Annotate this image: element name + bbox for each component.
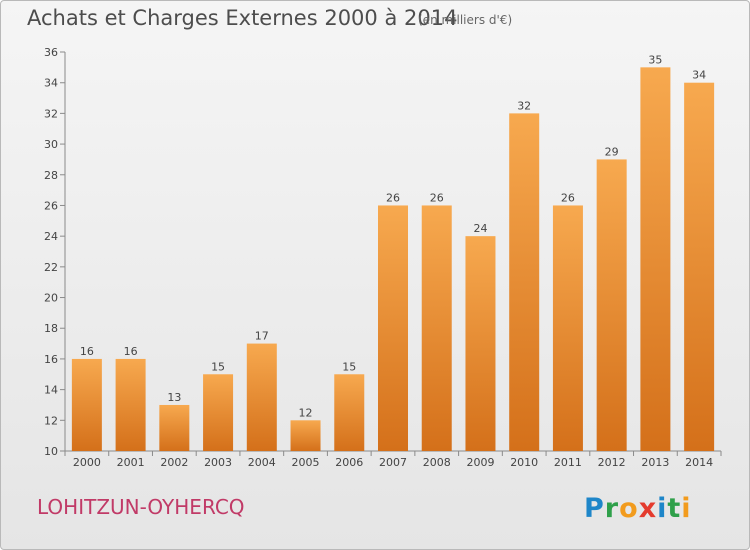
commune-name: LOHITZUN-OYHERCQ — [37, 495, 245, 519]
bar — [640, 67, 671, 451]
y-tick-label: 20 — [44, 292, 58, 305]
bar — [378, 205, 408, 451]
y-tick-label: 34 — [44, 77, 58, 90]
bar-value-label: 35 — [648, 53, 662, 66]
x-tick-label: 2000 — [73, 456, 101, 469]
y-tick-label: 36 — [44, 46, 58, 59]
x-tick-label: 2002 — [160, 456, 188, 469]
y-tick-label: 18 — [44, 322, 58, 335]
bar-value-label: 16 — [124, 345, 138, 358]
svg-text:Proxiti: Proxiti — [584, 493, 692, 524]
x-tick-label: 2008 — [423, 456, 451, 469]
x-tick-label: 2006 — [335, 456, 363, 469]
bar-value-label: 34 — [692, 69, 706, 82]
bar — [465, 236, 496, 451]
y-tick-label: 26 — [44, 199, 58, 212]
x-axis: 2000 2001 2002 2003 2004 2005 2006 2007 2008 2009… — [64, 450, 722, 469]
bar-value-label: 32 — [517, 99, 531, 112]
bar — [71, 358, 102, 451]
x-tick-label: 2009 — [466, 456, 494, 469]
x-tick-label: 2004 — [248, 456, 276, 469]
bar — [509, 113, 540, 451]
y-tick-label: 16 — [44, 353, 58, 366]
bar-value-label: 15 — [211, 360, 225, 373]
y-axis: 10 12 14 16 18 20 22 24 26 28 30 32 34 36 — [44, 46, 66, 458]
x-tick-label: 2003 — [204, 456, 232, 469]
x-tick-label: 2011 — [554, 456, 582, 469]
bar — [159, 404, 190, 451]
proxiti-logo: Proxiti — [584, 493, 692, 524]
x-tick-label: 2012 — [598, 456, 626, 469]
bar-value-label: 13 — [167, 391, 181, 404]
bar-value-label: 29 — [605, 145, 619, 158]
x-tick-label: 2005 — [292, 456, 320, 469]
y-tick-label: 30 — [44, 138, 58, 151]
x-tick-label: 2010 — [510, 456, 538, 469]
y-tick-label: 32 — [44, 107, 58, 120]
chart-subtitle: (en milliers d'€) — [418, 13, 513, 27]
bar-value-label: 26 — [561, 191, 575, 204]
data-labels: 16 16 13 15 17 12 15 26 26 24 32 26 29 35 34 — [80, 53, 706, 419]
bar — [203, 374, 234, 451]
bar — [684, 82, 715, 451]
bar — [115, 358, 146, 451]
bar-value-label: 12 — [299, 406, 313, 419]
bar — [290, 420, 321, 451]
x-tick-label: 2014 — [685, 456, 713, 469]
x-tick-label: 2013 — [641, 456, 669, 469]
bar — [334, 374, 365, 451]
bar-value-label: 17 — [255, 330, 269, 343]
y-tick-label: 14 — [44, 384, 58, 397]
y-tick-label: 10 — [44, 445, 58, 458]
bar — [421, 205, 452, 451]
bar-value-label: 16 — [80, 345, 94, 358]
x-tick-label: 2001 — [117, 456, 145, 469]
chart-title: Achats et Charges Externes 2000 à 2014 — [27, 6, 458, 30]
bar — [596, 159, 627, 451]
bar — [552, 205, 583, 451]
y-tick-label: 22 — [44, 261, 58, 274]
bar-value-label: 24 — [473, 222, 487, 235]
bar-value-label: 15 — [342, 360, 356, 373]
bar — [246, 343, 277, 451]
x-tick-label: 2007 — [379, 456, 407, 469]
y-tick-label: 28 — [44, 169, 58, 182]
y-tick-label: 12 — [44, 414, 58, 427]
bar-value-label: 26 — [430, 191, 444, 204]
y-tick-label: 24 — [44, 230, 58, 243]
bars — [71, 67, 715, 451]
bar-value-label: 26 — [386, 191, 400, 204]
